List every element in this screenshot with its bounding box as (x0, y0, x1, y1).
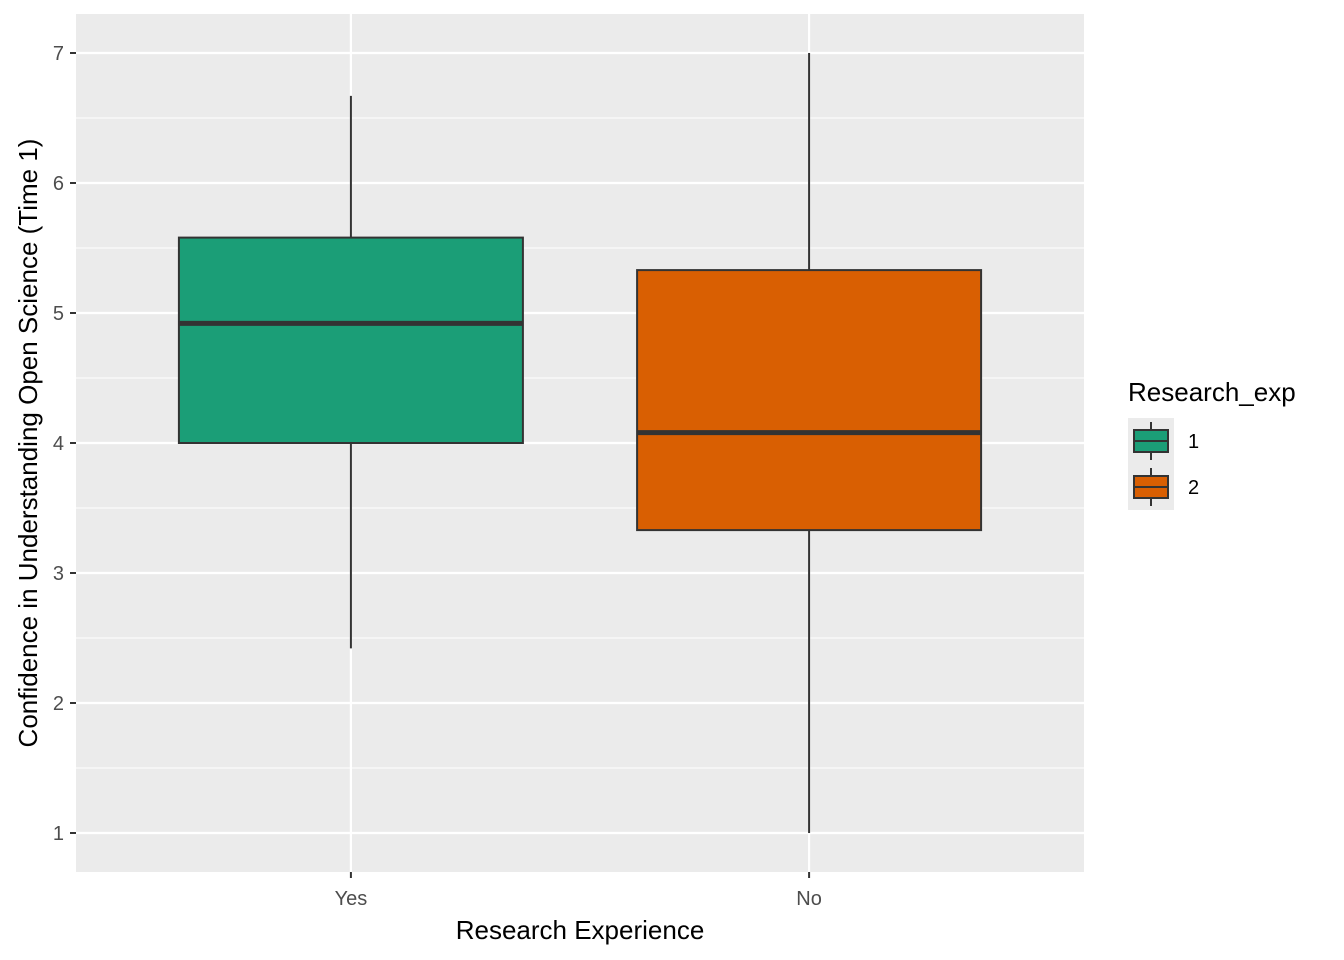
y-tick-label: 5 (53, 303, 64, 325)
y-tick-label: 6 (53, 173, 64, 195)
y-tick-label: 1 (53, 823, 64, 845)
x-tick-label: Yes (335, 888, 368, 910)
legend-label: 1 (1188, 431, 1199, 453)
x-axis: Yes No (335, 872, 822, 910)
y-tick-label: 7 (53, 43, 64, 65)
legend-entry-2: 2 (1128, 464, 1199, 510)
x-tick-label: No (796, 888, 822, 910)
x-axis-title: Research Experience (456, 915, 705, 945)
y-axis-title: Confidence in Understanding Open Science… (13, 139, 43, 748)
y-tick-label: 2 (53, 693, 64, 715)
legend-entry-1: 1 (1128, 418, 1199, 464)
boxes-layer (177, 53, 983, 833)
box-yes (177, 95, 524, 649)
legend-label: 2 (1188, 477, 1199, 499)
y-axis: 1 2 3 4 5 6 7 (53, 43, 76, 845)
box-no (636, 53, 983, 833)
y-tick-label: 3 (53, 563, 64, 585)
legend: Research_exp 1 2 (1128, 377, 1296, 510)
box-iqr (177, 236, 524, 444)
y-tick-label: 4 (53, 433, 64, 455)
legend-title: Research_exp (1128, 377, 1296, 407)
box-iqr (636, 269, 983, 532)
